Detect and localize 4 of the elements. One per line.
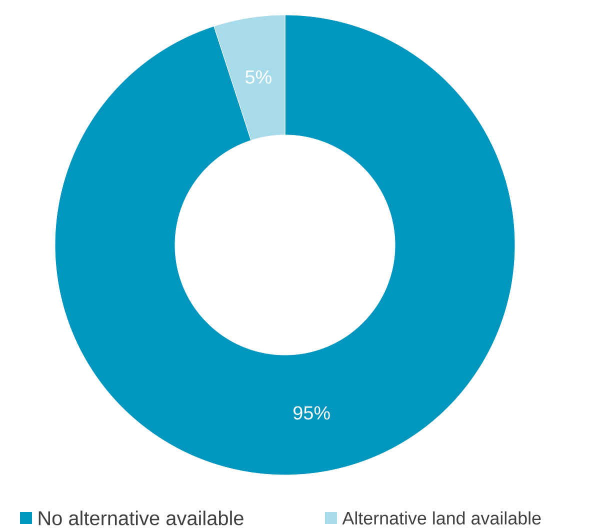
- legend-label: No alternative available: [38, 510, 244, 526]
- data-label: 95%: [294, 406, 330, 420]
- data-label: 5%: [245, 70, 272, 84]
- legend-label: Alternative land available: [342, 511, 541, 525]
